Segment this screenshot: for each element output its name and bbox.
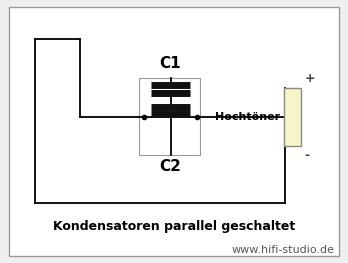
Text: C2: C2: [160, 159, 181, 174]
Text: Hochtöner: Hochtöner: [215, 112, 280, 122]
Bar: [284, 88, 301, 146]
Text: C1: C1: [160, 56, 181, 71]
Bar: [139, 78, 200, 155]
Text: +: +: [304, 73, 315, 85]
Text: Kondensatoren parallel geschaltet: Kondensatoren parallel geschaltet: [53, 220, 295, 233]
Text: -: -: [304, 149, 310, 161]
Text: www.hifi-studio.de: www.hifi-studio.de: [231, 245, 334, 255]
